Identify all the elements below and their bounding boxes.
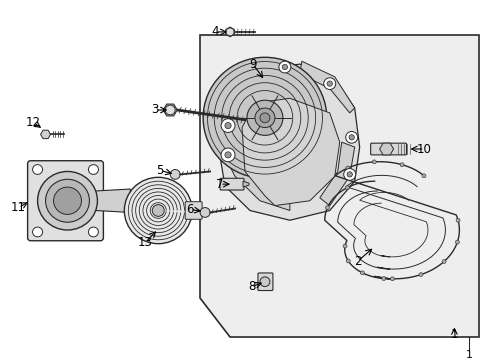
Circle shape bbox=[371, 160, 375, 164]
Text: 12: 12 bbox=[26, 116, 41, 129]
Circle shape bbox=[260, 113, 269, 123]
Text: 8: 8 bbox=[248, 280, 255, 293]
Polygon shape bbox=[243, 181, 248, 187]
Circle shape bbox=[221, 119, 235, 132]
Circle shape bbox=[455, 218, 459, 222]
Circle shape bbox=[343, 244, 346, 248]
Circle shape bbox=[345, 166, 349, 170]
Polygon shape bbox=[163, 104, 177, 116]
Text: 11: 11 bbox=[11, 201, 26, 214]
Text: 13: 13 bbox=[138, 236, 152, 249]
Circle shape bbox=[221, 148, 235, 162]
Circle shape bbox=[454, 240, 458, 244]
Circle shape bbox=[165, 105, 175, 115]
Polygon shape bbox=[220, 64, 359, 220]
Circle shape bbox=[53, 187, 81, 215]
FancyBboxPatch shape bbox=[370, 143, 406, 155]
Polygon shape bbox=[299, 61, 354, 113]
Text: 7: 7 bbox=[216, 177, 224, 191]
Circle shape bbox=[88, 165, 98, 174]
Text: 5: 5 bbox=[156, 164, 163, 177]
Polygon shape bbox=[41, 130, 50, 139]
Circle shape bbox=[225, 28, 234, 36]
Text: 3: 3 bbox=[151, 103, 159, 117]
Text: 1: 1 bbox=[465, 350, 472, 360]
Circle shape bbox=[421, 174, 425, 178]
Text: 2: 2 bbox=[353, 255, 361, 268]
Circle shape bbox=[254, 108, 274, 127]
Circle shape bbox=[325, 206, 329, 210]
FancyBboxPatch shape bbox=[220, 178, 244, 190]
Circle shape bbox=[278, 61, 290, 73]
Text: 4: 4 bbox=[211, 26, 219, 39]
Circle shape bbox=[260, 277, 269, 287]
Polygon shape bbox=[225, 27, 234, 37]
Circle shape bbox=[441, 260, 445, 264]
Polygon shape bbox=[224, 155, 289, 211]
Text: 6: 6 bbox=[186, 203, 194, 216]
Circle shape bbox=[346, 172, 352, 177]
FancyBboxPatch shape bbox=[258, 273, 272, 291]
Polygon shape bbox=[242, 98, 339, 206]
Circle shape bbox=[346, 259, 349, 263]
Circle shape bbox=[88, 227, 98, 237]
Circle shape bbox=[323, 78, 335, 90]
Polygon shape bbox=[379, 143, 393, 155]
Circle shape bbox=[33, 165, 42, 174]
Polygon shape bbox=[200, 35, 478, 337]
Circle shape bbox=[282, 64, 287, 70]
Circle shape bbox=[152, 204, 164, 216]
Circle shape bbox=[200, 208, 210, 217]
FancyBboxPatch shape bbox=[27, 161, 103, 241]
Polygon shape bbox=[95, 189, 130, 212]
Circle shape bbox=[45, 179, 89, 222]
Circle shape bbox=[360, 271, 364, 275]
Circle shape bbox=[399, 163, 403, 167]
Circle shape bbox=[390, 277, 394, 281]
Circle shape bbox=[38, 171, 97, 230]
Circle shape bbox=[418, 273, 422, 276]
Text: 10: 10 bbox=[416, 143, 431, 156]
Circle shape bbox=[381, 276, 385, 280]
Text: 1: 1 bbox=[450, 328, 457, 341]
Circle shape bbox=[170, 170, 180, 179]
Circle shape bbox=[203, 57, 326, 178]
Circle shape bbox=[348, 135, 354, 140]
Circle shape bbox=[33, 227, 42, 237]
FancyBboxPatch shape bbox=[185, 202, 202, 219]
Circle shape bbox=[345, 131, 357, 143]
Circle shape bbox=[345, 186, 348, 189]
Circle shape bbox=[343, 168, 355, 180]
Circle shape bbox=[326, 81, 332, 86]
Text: 9: 9 bbox=[249, 58, 256, 71]
Circle shape bbox=[124, 177, 192, 244]
Circle shape bbox=[224, 152, 231, 158]
Circle shape bbox=[224, 122, 231, 129]
Circle shape bbox=[246, 100, 283, 135]
Polygon shape bbox=[319, 142, 354, 206]
